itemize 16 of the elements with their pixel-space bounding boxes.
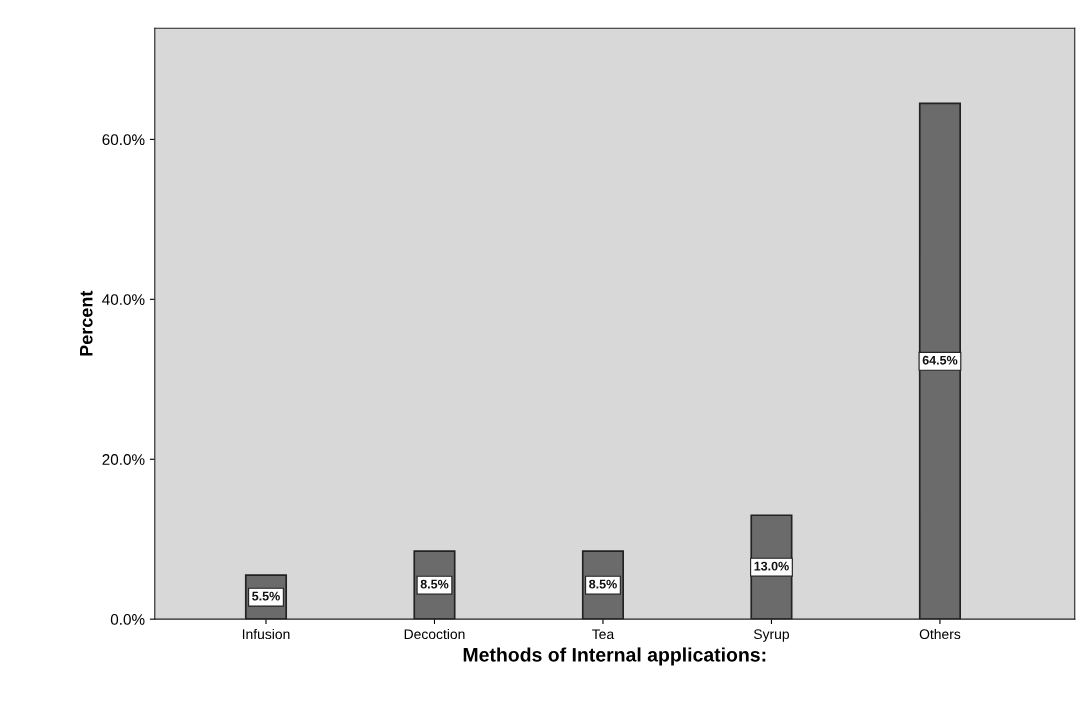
x-axis-title: Methods of Internal applications: bbox=[463, 647, 766, 666]
data-label: 8.5% bbox=[589, 579, 617, 589]
data-label: 13.0% bbox=[754, 561, 789, 571]
x-tick-label: Decoction bbox=[404, 628, 465, 640]
x-tick-label: Tea bbox=[592, 629, 615, 640]
x-tick-label: Infusion bbox=[242, 628, 290, 640]
x-tick-label: Syrup bbox=[753, 629, 790, 642]
data-label: 64.5% bbox=[922, 355, 958, 365]
y-tick-label: 40.0% bbox=[102, 294, 145, 305]
y-axis-title: Percent bbox=[80, 290, 93, 356]
y-tick-label: 20.0% bbox=[102, 454, 145, 465]
data-label: 5.5% bbox=[252, 591, 280, 601]
y-tick-label: 0.0% bbox=[110, 614, 145, 625]
x-tick-label: Others bbox=[919, 628, 961, 640]
data-label: 8.5% bbox=[420, 579, 449, 589]
y-tick-label: 60.0% bbox=[102, 134, 145, 146]
